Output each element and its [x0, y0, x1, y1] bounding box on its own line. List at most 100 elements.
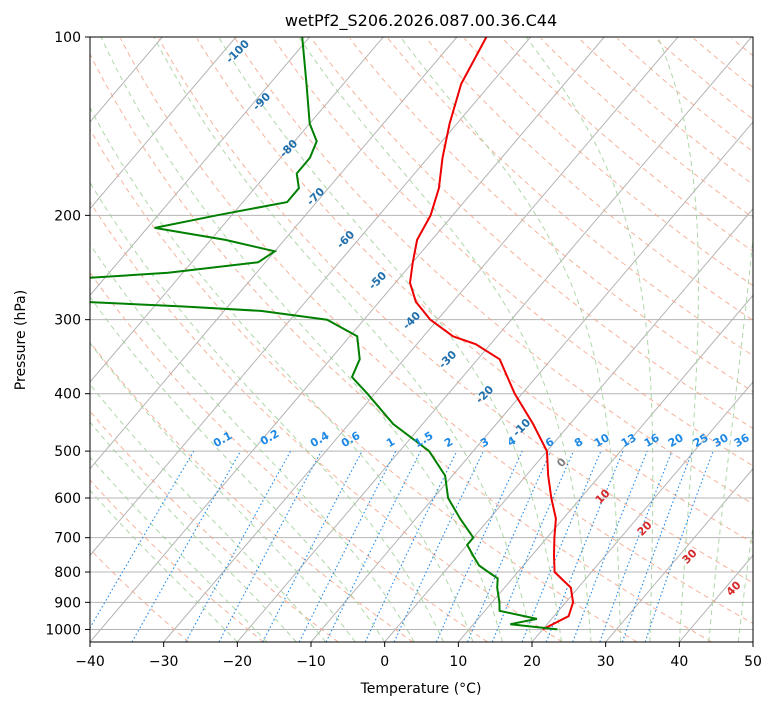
mixing-ratio-line: [572, 450, 648, 642]
dry-adiabat-label: -20: [473, 383, 496, 406]
dry-adiabat-line: [464, 38, 753, 287]
mixing-ratio-line: [599, 450, 673, 642]
mixing-ratio-line: [298, 450, 397, 642]
mixing-ratio-label: 0.2: [258, 427, 281, 448]
y-tick-label: 700: [54, 531, 81, 547]
moist-adiabat-line: [657, 37, 699, 642]
x-tick-label: 10: [449, 654, 467, 670]
mixing-ratio-label: 3: [478, 435, 491, 450]
mixing-ratio-label: 20: [666, 431, 686, 450]
mixing-ratio-line: [185, 450, 292, 642]
dry-adiabat-line: [540, 38, 753, 219]
plot-frame: [89, 36, 754, 643]
dry-adiabat-line: [90, 410, 339, 642]
grid-layer: [90, 37, 775, 643]
isotherm-line: [310, 121, 753, 642]
y-tick-label: 500: [54, 444, 81, 460]
dry-adiabat-line: [693, 38, 753, 88]
mixing-ratio-line: [621, 450, 693, 642]
mixing-ratio-line: [393, 450, 484, 642]
moist-adiabat-line: [90, 243, 415, 642]
temperature-profile-line: [408, 37, 575, 631]
isotherm-line: [752, 641, 753, 642]
moist-adiabat-line: [90, 106, 474, 642]
mixing-ratio-line: [364, 450, 458, 642]
x-tick-label: 40: [670, 654, 688, 670]
y-tick-label: 900: [54, 595, 81, 611]
y-tick-label: 300: [54, 313, 81, 329]
y-axis: 100 200 300 400 500 600 700 800 900 1000: [45, 30, 90, 638]
dry-adiabat-line: [90, 53, 712, 642]
mixing-ratio-line: [131, 450, 242, 642]
y-tick-label: 400: [54, 387, 81, 403]
isotherm-line: [163, 37, 679, 642]
moist-adiabat-line: [90, 421, 297, 642]
mixing-ratio-line: [325, 450, 422, 642]
isotherm-line: [90, 37, 384, 383]
moist-adiabat-line: [708, 231, 753, 642]
dry-adiabat-line: [349, 38, 753, 393]
isotherm-line: [90, 37, 605, 642]
mixing-ratio-line: [545, 450, 624, 642]
profile-layer: [90, 37, 575, 631]
y-tick-label: 1000: [45, 622, 81, 638]
x-axis-label: Temperature (°C): [360, 681, 482, 697]
dry-adiabat-line: [272, 38, 753, 467]
dry-adiabat-line: [425, 38, 753, 322]
mixing-ratio-line: [466, 450, 552, 642]
moist-adiabat-label: 10: [593, 486, 613, 506]
y-tick-label: 800: [54, 565, 81, 581]
mixing-ratio-label: 1: [384, 435, 397, 450]
moist-adiabat-line: [737, 523, 753, 642]
isotherm-line: [90, 37, 237, 210]
x-tick-label: 0: [380, 654, 389, 670]
mixing-ratio-line: [435, 450, 523, 642]
moist-adiabat-line: [399, 37, 621, 642]
mixing-ratio-line: [644, 450, 714, 642]
mixing-ratio-label: 8: [572, 435, 585, 450]
mixing-ratio-label: 30: [711, 431, 731, 450]
x-axis: −40 −30 −20 −10 0 10 20 30 40 50: [75, 642, 762, 670]
mixing-ratio-label: 2: [442, 435, 455, 450]
moist-adiabat-line: [90, 342, 356, 642]
mixing-ratio-label: 25: [691, 431, 711, 450]
dry-adiabat-label: -40: [400, 309, 423, 332]
moist-adiabat-line: [90, 181, 445, 642]
mixing-ratio-label: 16: [642, 431, 662, 450]
dry-adiabat-label: -100: [223, 37, 252, 66]
x-tick-label: 30: [597, 654, 615, 670]
x-tick-label: −30: [149, 654, 179, 670]
dry-adiabat-line: [90, 128, 638, 642]
mixing-ratio-label: 0.4: [308, 429, 332, 450]
dry-adiabat-label: -30: [436, 348, 459, 371]
dry-adiabat-line: [387, 38, 753, 357]
x-tick-label: −40: [75, 654, 105, 670]
moist-adiabat-line: [525, 37, 654, 642]
dry-adiabat-label: -70: [304, 185, 327, 208]
mixing-ratio-label: 0.1: [211, 429, 234, 450]
moist-adiabat-line: [90, 383, 327, 642]
dry-adiabat-line: [90, 271, 488, 642]
dry-adiabat-line: [158, 38, 753, 584]
isotherm-line: [236, 37, 752, 642]
dry-adiabat-line: [90, 479, 264, 642]
x-tick-label: −20: [223, 654, 253, 670]
mixing-ratio-label: 10: [592, 431, 612, 450]
moist-adiabat-label: 20: [635, 518, 655, 538]
isotherm-line: [90, 37, 310, 297]
dry-adiabat-line: [234, 38, 753, 505]
isotherm-line: [90, 37, 531, 557]
dry-adiabat-line: [770, 39, 775, 643]
isotherm-line: [605, 467, 753, 642]
x-tick-label: 20: [523, 654, 541, 670]
dry-adiabat-label: -50: [366, 269, 389, 292]
x-tick-label: −10: [296, 654, 326, 670]
isotherm-line: [457, 294, 753, 642]
dry-adiabat-line: [120, 38, 753, 625]
isotherm-line: [90, 37, 458, 470]
dry-adiabat-line: [731, 38, 753, 57]
dry-adiabat-line: [90, 201, 563, 642]
y-tick-label: 600: [54, 491, 81, 507]
x-tick-label: 50: [744, 654, 762, 670]
